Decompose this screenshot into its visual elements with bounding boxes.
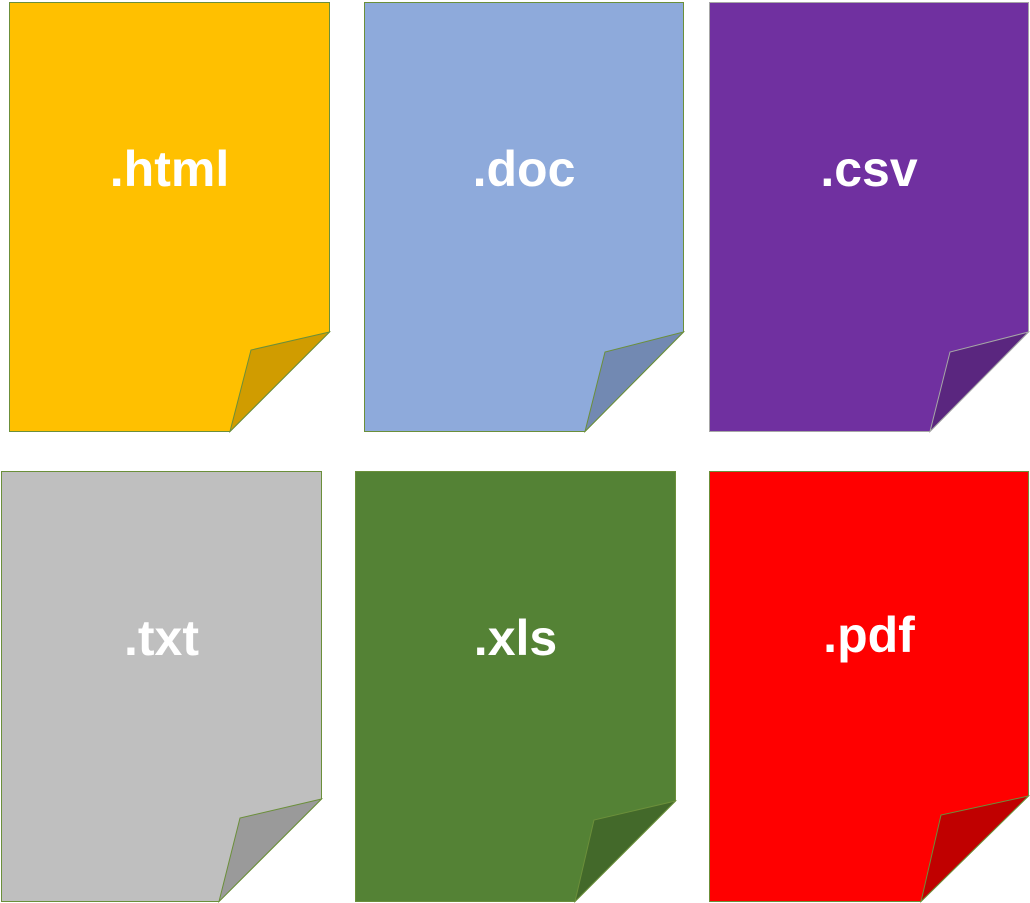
file-extension-label: .pdf [823,607,915,663]
file-xls-icon: .xls [355,471,678,903]
file-page-shape [355,471,678,903]
file-extension-label: .csv [820,141,918,197]
file-extension-label: .doc [472,141,576,197]
file-page-shape [1,471,324,903]
file-page-shape [709,471,1030,903]
file-page-shape [364,2,686,434]
file-page-shape [9,2,332,434]
file-page-shape [709,2,1030,434]
file-csv-icon: .csv [709,2,1030,434]
file-doc-icon: .doc [364,2,686,434]
file-html-icon: .html [9,2,332,434]
file-pdf-icon: .pdf [709,471,1030,903]
file-extension-label: .txt [124,610,199,666]
file-extension-label: .xls [473,610,558,666]
file-txt-icon: .txt [1,471,324,903]
file-extension-label: .html [109,141,230,197]
